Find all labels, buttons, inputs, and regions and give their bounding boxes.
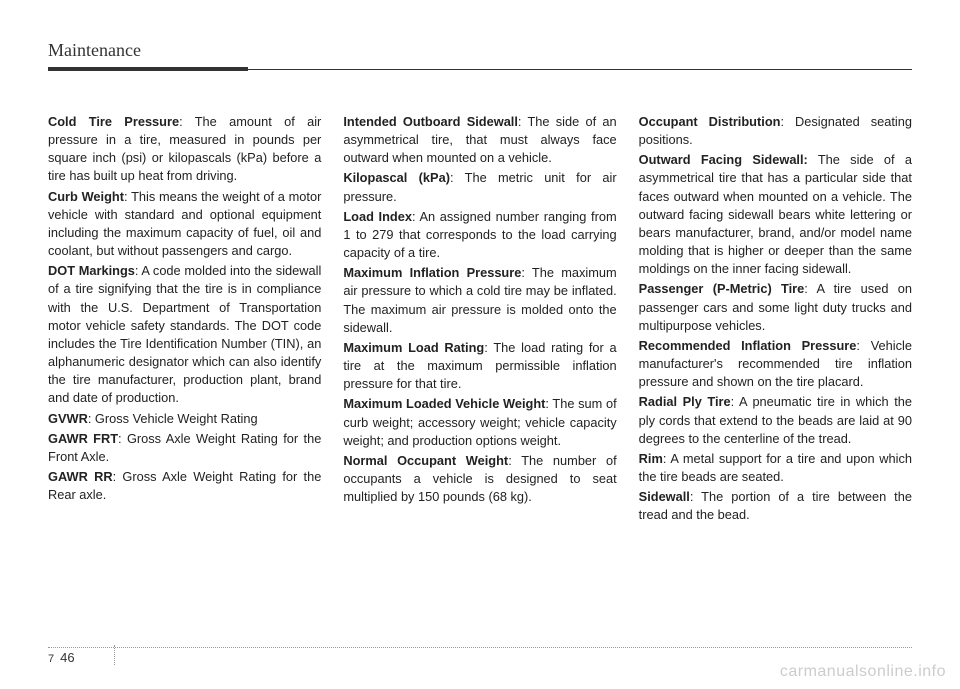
watermark-text: carmanualsonline.info bbox=[780, 663, 946, 681]
header-rule bbox=[48, 67, 912, 71]
glossary-term: Maximum Load Rating bbox=[343, 340, 484, 355]
glossary-definition: : Gross Vehicle Weight Rating bbox=[88, 411, 258, 426]
glossary-entry: Curb Weight: This means the weight of a … bbox=[48, 188, 321, 261]
glossary-term: GAWR FRT bbox=[48, 431, 118, 446]
glossary-term: GAWR RR bbox=[48, 469, 113, 484]
glossary-term: GVWR bbox=[48, 411, 88, 426]
rule-thin bbox=[248, 69, 912, 70]
rule-thick bbox=[48, 67, 248, 71]
content-columns: Cold Tire Pressure: The amount of air pr… bbox=[48, 113, 912, 526]
glossary-entry: Radial Ply Tire: A pneumatic tire in whi… bbox=[639, 393, 912, 447]
page-number-value: 46 bbox=[60, 650, 74, 665]
column-2: Intended Outboard Sidewall: The side of … bbox=[343, 113, 616, 526]
glossary-entry: GAWR FRT: Gross Axle Weight Rating for t… bbox=[48, 430, 321, 466]
glossary-entry: Sidewall: The portion of a tire between … bbox=[639, 488, 912, 524]
glossary-term: Cold Tire Pressure bbox=[48, 114, 179, 129]
glossary-entry: Recommended Inflation Pressure: Vehicle … bbox=[639, 337, 912, 391]
glossary-definition: : A code molded into the sidewall of a t… bbox=[48, 263, 321, 405]
glossary-term: Normal Occupant Weight bbox=[343, 453, 508, 468]
glossary-entry: Load Index: An assigned number ranging f… bbox=[343, 208, 616, 262]
glossary-term: Rim bbox=[639, 451, 663, 466]
glossary-entry: Occupant Distribution: Designated seatin… bbox=[639, 113, 912, 149]
footer-dotted-rule bbox=[48, 647, 912, 648]
footer-dotted-vertical bbox=[114, 645, 115, 665]
glossary-entry: Passenger (P-Metric) Tire: A tire used o… bbox=[639, 280, 912, 334]
glossary-entry: Intended Outboard Sidewall: The side of … bbox=[343, 113, 616, 167]
glossary-entry: Cold Tire Pressure: The amount of air pr… bbox=[48, 113, 321, 186]
section-title: Maintenance bbox=[48, 40, 912, 61]
glossary-term: Kilopascal (kPa) bbox=[343, 170, 450, 185]
glossary-entry: GAWR RR: Gross Axle Weight Rating for th… bbox=[48, 468, 321, 504]
glossary-term: Load Index bbox=[343, 209, 412, 224]
glossary-term: Curb Weight bbox=[48, 189, 124, 204]
glossary-entry: Maximum Load Rating: The load rating for… bbox=[343, 339, 616, 393]
glossary-entry: Normal Occupant Weight: The number of oc… bbox=[343, 452, 616, 506]
column-3: Occupant Distribution: Designated seatin… bbox=[639, 113, 912, 526]
column-1: Cold Tire Pressure: The amount of air pr… bbox=[48, 113, 321, 526]
glossary-term: Radial Ply Tire bbox=[639, 394, 731, 409]
glossary-entry: Maximum Inflation Pressure: The maximum … bbox=[343, 264, 616, 337]
glossary-term: Maximum Inflation Pressure bbox=[343, 265, 521, 280]
manual-page: Maintenance Cold Tire Pressure: The amou… bbox=[0, 0, 960, 689]
glossary-term: Maximum Loaded Vehicle Weight bbox=[343, 396, 545, 411]
glossary-entry: Kilopascal (kPa): The metric unit for ai… bbox=[343, 169, 616, 205]
glossary-term: Passenger (P-Metric) Tire bbox=[639, 281, 805, 296]
glossary-definition: The side of a asymmetrical tire that has… bbox=[639, 152, 912, 276]
page-header: Maintenance bbox=[48, 40, 912, 71]
glossary-definition: : A metal support for a tire and upon wh… bbox=[639, 451, 912, 484]
glossary-term: Occupant Distribution bbox=[639, 114, 781, 129]
glossary-entry: Rim: A metal support for a tire and upon… bbox=[639, 450, 912, 486]
glossary-term: Intended Outboard Sidewall bbox=[343, 114, 518, 129]
glossary-entry: Maximum Loaded Vehicle Weight: The sum o… bbox=[343, 395, 616, 449]
glossary-term: DOT Markings bbox=[48, 263, 135, 278]
glossary-entry: GVWR: Gross Vehicle Weight Rating bbox=[48, 410, 321, 428]
glossary-term: Sidewall bbox=[639, 489, 690, 504]
chapter-number: 7 bbox=[48, 653, 54, 665]
glossary-term: Recommended Inflation Pressure bbox=[639, 338, 857, 353]
glossary-entry: DOT Markings: A code molded into the sid… bbox=[48, 262, 321, 407]
glossary-entry: Outward Facing Sidewall: The side of a a… bbox=[639, 151, 912, 278]
glossary-term: Outward Facing Sidewall: bbox=[639, 152, 808, 167]
